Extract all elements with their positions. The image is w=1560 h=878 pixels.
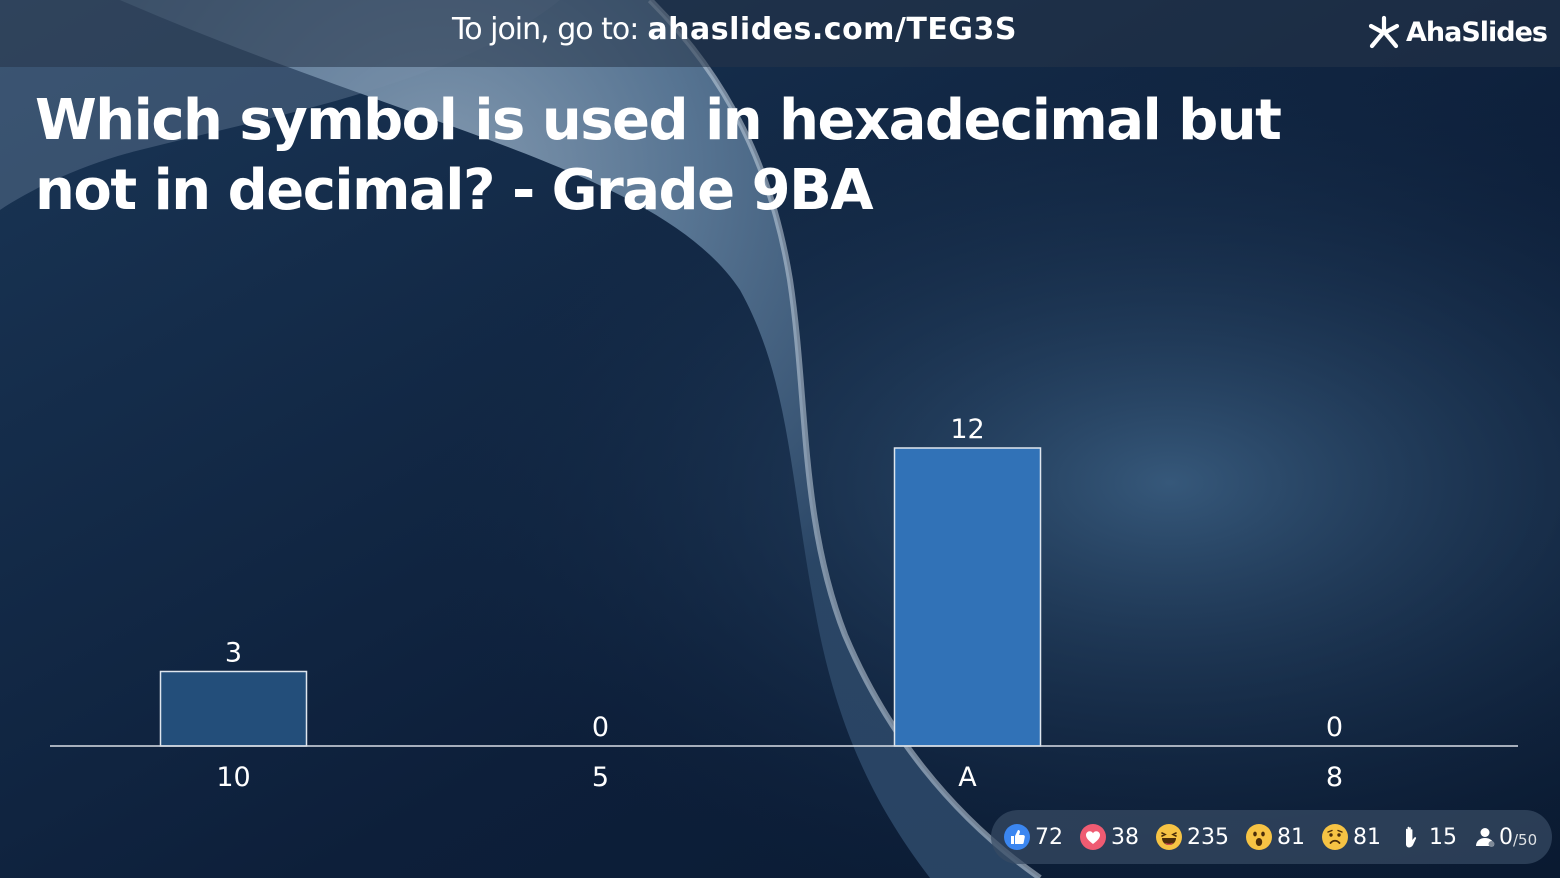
- join-code-link[interactable]: ahaslides.com/TEG3S: [647, 12, 1017, 47]
- bar-value-label: 0: [1326, 712, 1343, 743]
- thumbs-up-icon: [1004, 824, 1030, 850]
- brand-logo: AhaSlides: [1364, 12, 1548, 52]
- reaction-count: 81: [1353, 824, 1381, 850]
- reaction-count: 38: [1111, 824, 1139, 850]
- chart-bar: [159, 670, 308, 747]
- sad-face-icon: [1322, 824, 1348, 850]
- reaction-count: 235: [1187, 824, 1229, 850]
- participant-count: 0 /50: [1473, 825, 1537, 850]
- reaction-count: 81: [1277, 824, 1305, 850]
- reaction-heart[interactable]: 38: [1079, 823, 1139, 851]
- reaction-thumbs-up[interactable]: 72: [1003, 823, 1063, 851]
- raised-hand-icon: [1406, 826, 1417, 848]
- reaction-count: 15: [1429, 824, 1457, 850]
- reaction-raise-hand[interactable]: 15: [1397, 823, 1457, 851]
- category-label: 10: [216, 762, 250, 793]
- category-label: 8: [1326, 762, 1343, 793]
- chart-bar: [893, 447, 1042, 747]
- question-title: Which symbol is used in hexadecimal but …: [35, 88, 1282, 223]
- bar-value-label: 3: [225, 638, 242, 669]
- join-prefix: To join, go to:: [452, 12, 639, 47]
- category-label: A: [958, 762, 977, 793]
- ahaslides-logo-icon: [1368, 15, 1400, 49]
- join-bar: To join, go to: ahaslides.com/TEG3S AhaS…: [0, 0, 1560, 67]
- bar-value-label: 12: [950, 414, 984, 445]
- surprised-face-icon: [1246, 824, 1272, 850]
- join-instructions: To join, go to: ahaslides.com/TEG3S: [452, 12, 1017, 47]
- bar-value-label: 0: [592, 712, 609, 743]
- brand-name: AhaSlides: [1406, 16, 1548, 48]
- category-label: 5: [592, 762, 609, 793]
- reaction-laugh[interactable]: 235: [1155, 823, 1229, 851]
- reaction-count: 72: [1035, 824, 1063, 850]
- participant-total: /50: [1513, 830, 1538, 849]
- reaction-wow[interactable]: 81: [1245, 823, 1305, 851]
- user-icon: [1476, 828, 1495, 847]
- participant-current: 0: [1499, 824, 1513, 850]
- heart-icon: [1080, 824, 1106, 850]
- reaction-sad[interactable]: 81: [1321, 823, 1381, 851]
- laughing-face-icon: [1156, 824, 1182, 850]
- reactions-bar: 72 38 235 81: [991, 810, 1552, 864]
